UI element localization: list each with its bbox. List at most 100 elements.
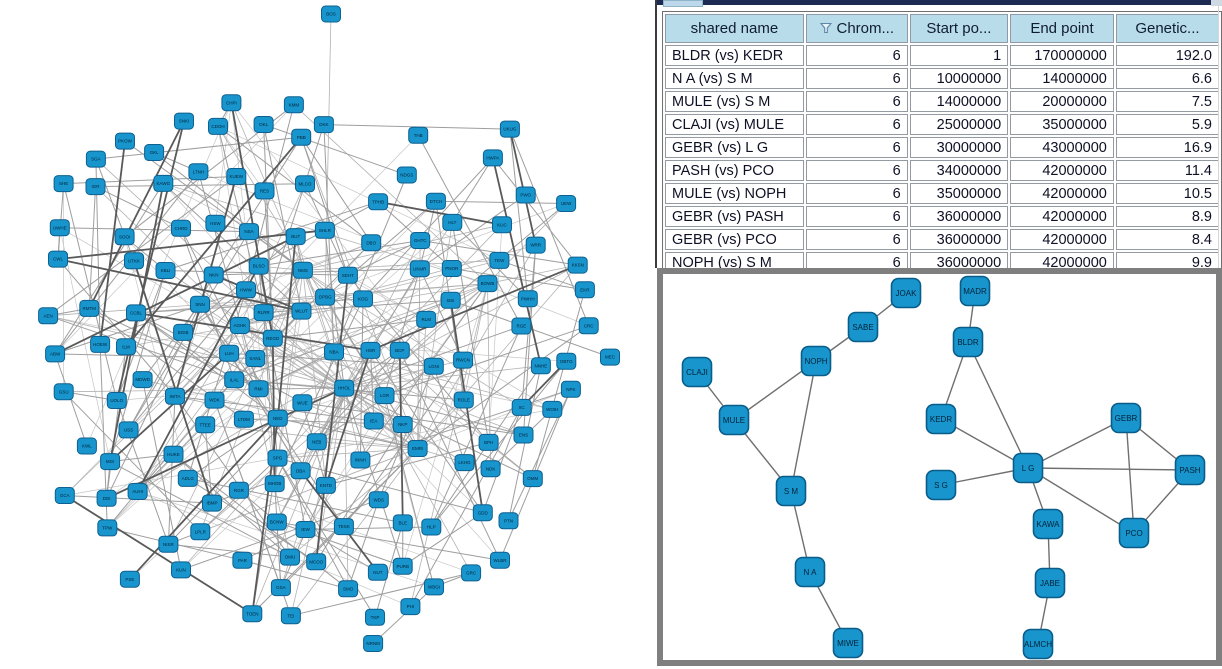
network-edge[interactable] (187, 417, 279, 479)
network-edge[interactable] (324, 13, 332, 298)
network-node[interactable]: SOOI (114, 228, 135, 246)
network-node[interactable]: NDK (480, 460, 501, 478)
table-row[interactable]: N A (vs) S M 6 10000000 14000000 6.6 (665, 68, 1219, 89)
network-edge[interactable] (47, 176, 237, 317)
network-edge[interactable] (1027, 467, 1191, 471)
network-node[interactable]: TKP (365, 608, 385, 626)
network-edge[interactable] (360, 388, 572, 461)
network-node[interactable]: SNKI (174, 112, 194, 130)
network-node[interactable]: NBA (324, 343, 344, 361)
network-node[interactable]: BCNW (266, 513, 287, 531)
network-node[interactable]: OMM (522, 470, 543, 488)
network-node[interactable]: SABE (847, 311, 879, 343)
table-row[interactable]: MULE (vs) NOPH 6 35000000 42000000 10.5 (665, 183, 1219, 204)
network-node[interactable]: RLRR (253, 304, 274, 322)
network-edge[interactable] (362, 157, 494, 300)
network-node[interactable]: TOEN (242, 605, 263, 623)
network-node[interactable]: IWTA (165, 387, 185, 405)
network-edge[interactable] (272, 318, 427, 339)
network-node[interactable]: DTCH (425, 192, 446, 210)
network-edge[interactable] (302, 260, 500, 271)
network-edge[interactable] (419, 194, 526, 270)
network-edge[interactable] (316, 319, 427, 443)
network-node[interactable]: KNTD (315, 476, 336, 494)
network-node[interactable]: ILM (116, 338, 136, 356)
network-edge[interactable] (384, 268, 421, 396)
network-edge[interactable] (302, 402, 418, 449)
attribute-table[interactable]: shared name Chrom... Start po... End point G… (662, 11, 1222, 276)
cell-value[interactable]: 192.0 (1115, 45, 1219, 66)
network-edge[interactable] (343, 387, 404, 567)
selected-subnetwork-panel[interactable]: JOAK SABE NOPH CLAJI MULE S M N A MIWE MADR BLDR K… (657, 268, 1222, 666)
network-node[interactable]: L G (1012, 452, 1044, 484)
network-edge[interactable] (347, 499, 380, 589)
network-edge[interactable] (492, 157, 579, 266)
table-row[interactable]: CLAJI (vs) MULE 6 25000000 35000000 5.9 (665, 114, 1219, 135)
network-edge[interactable] (167, 396, 176, 545)
network-node[interactable]: NUT (367, 563, 388, 581)
network-node[interactable]: HLP (421, 518, 442, 536)
network-node[interactable]: WBGI (424, 578, 444, 596)
network-node[interactable]: WRR (525, 236, 546, 254)
cell-value[interactable]: 25000000 (909, 114, 1009, 135)
network-edge[interactable] (239, 325, 524, 436)
network-edge[interactable] (88, 186, 96, 309)
network-edge[interactable] (135, 312, 279, 419)
subnetwork-node-layer[interactable]: JOAK SABE NOPH CLAJI MULE S M N A MIWE MADR BLDR K… (681, 275, 1206, 660)
network-edge[interactable] (274, 298, 364, 484)
network-edge[interactable] (316, 283, 488, 442)
network-edge[interactable] (277, 448, 418, 459)
network-node[interactable]: CHPI (221, 94, 242, 112)
network-edge[interactable] (509, 129, 529, 299)
network-edge[interactable] (168, 543, 291, 558)
network-edge[interactable] (344, 387, 524, 436)
network-node[interactable]: HWW (236, 281, 256, 299)
network-node[interactable]: NOPH (800, 345, 832, 377)
network-edge[interactable] (136, 265, 260, 492)
scrollbar-chip-right[interactable] (1211, 0, 1222, 6)
network-node[interactable]: NISR (158, 535, 179, 553)
network-edge[interactable] (239, 325, 553, 410)
network-edge[interactable] (302, 224, 503, 271)
table-row[interactable]: GEBR (vs) L G 6 30000000 43000000 16.9 (665, 137, 1219, 158)
cell-value[interactable]: 5.9 (1115, 114, 1219, 135)
network-node[interactable]: BOWB (477, 275, 498, 293)
network-edge[interactable] (293, 104, 488, 284)
network-node[interactable]: HOEW (90, 335, 111, 353)
network-edge[interactable] (95, 186, 182, 229)
table-row[interactable]: PASH (vs) PCO 6 34000000 42000000 11.4 (665, 160, 1219, 181)
network-node[interactable]: MCOO (306, 553, 327, 571)
network-node[interactable]: CWL (48, 250, 68, 268)
network-edge[interactable] (344, 365, 541, 389)
network-edge[interactable] (277, 417, 418, 449)
subnetwork-canvas[interactable]: JOAK SABE NOPH CLAJI MULE S M N A MIWE MADR BLDR K… (663, 274, 1216, 660)
network-node[interactable]: PWHH (517, 290, 538, 308)
network-edge[interactable] (174, 176, 238, 397)
network-edge[interactable] (325, 441, 489, 486)
network-edge[interactable] (417, 134, 522, 327)
network-edge[interactable] (450, 203, 567, 301)
network-node[interactable]: OKL (253, 116, 274, 133)
network-node[interactable]: IEW (295, 521, 316, 538)
network-edge[interactable] (54, 235, 297, 355)
network-edge[interactable] (1027, 467, 1135, 534)
network-edge[interactable] (48, 315, 345, 389)
network-node[interactable]: PURB (392, 557, 413, 575)
network-node[interactable]: NKP (392, 416, 413, 433)
network-edge[interactable] (532, 289, 586, 479)
column-header[interactable]: shared name (665, 14, 804, 43)
network-node[interactable]: KBLI (155, 262, 176, 279)
network-edge[interactable] (200, 448, 418, 533)
cell-value[interactable]: 35000000 (909, 183, 1009, 204)
network-edge[interactable] (211, 470, 301, 504)
cell-value[interactable]: 7.5 (1115, 91, 1219, 112)
network-node[interactable]: KAWA (1032, 508, 1064, 540)
network-node[interactable]: AEN (38, 307, 59, 325)
network-node[interactable]: SEHT (337, 266, 358, 284)
cell-value[interactable]: 6 (805, 229, 908, 250)
network-edge[interactable] (217, 126, 372, 244)
cell-value[interactable]: 42000000 (1010, 160, 1114, 181)
network-node[interactable]: KWL (76, 437, 97, 455)
network-node[interactable]: WLUT (291, 302, 312, 320)
network-edge[interactable] (162, 183, 302, 312)
